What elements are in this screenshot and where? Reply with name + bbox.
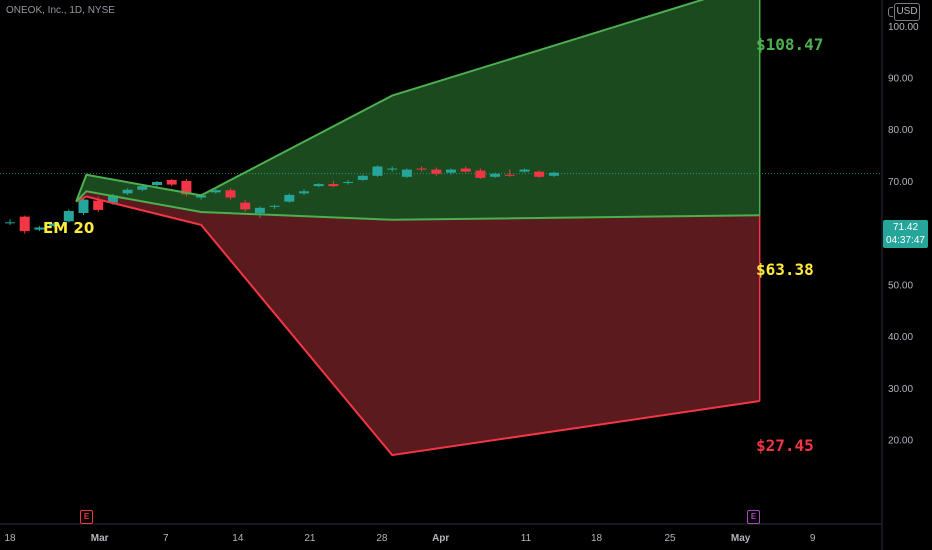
time-tick-label: 9 bbox=[810, 533, 816, 544]
price-tick-label: 40.00 bbox=[888, 332, 913, 343]
candle-body bbox=[299, 191, 309, 194]
bar-countdown: 04:37:47 bbox=[886, 235, 925, 246]
currency-icon bbox=[888, 3, 893, 19]
mid-target-label: $63.38 bbox=[756, 260, 814, 279]
candle-body bbox=[137, 186, 148, 190]
upper-target-label: $108.47 bbox=[756, 35, 824, 54]
candle-body bbox=[93, 200, 104, 210]
candle-body bbox=[152, 181, 162, 186]
upper-range-fill bbox=[76, 0, 760, 220]
price-tick-label: 20.00 bbox=[888, 436, 913, 447]
candle-body bbox=[401, 169, 412, 177]
candle-body bbox=[34, 227, 45, 230]
candle-body bbox=[269, 205, 280, 207]
earnings-upcoming-icon[interactable]: E bbox=[747, 510, 760, 524]
symbol-title: ONEOK, Inc., 1D, NYSE bbox=[6, 5, 115, 16]
candle-body bbox=[210, 190, 221, 193]
time-tick-label: 18 bbox=[4, 533, 16, 544]
price-tick-label: 30.00 bbox=[888, 384, 913, 395]
candle-body bbox=[504, 174, 515, 176]
lower-range-fill bbox=[76, 191, 760, 456]
candle-body bbox=[49, 223, 60, 226]
candle-body bbox=[19, 216, 30, 232]
time-tick-label: Mar bbox=[91, 533, 109, 544]
candle-body bbox=[387, 168, 398, 170]
price-tick-label: 70.00 bbox=[888, 177, 913, 188]
em-label: EM 20 bbox=[43, 219, 95, 237]
candle-body bbox=[313, 184, 324, 187]
candle-body bbox=[63, 210, 74, 222]
candle-body bbox=[357, 175, 368, 180]
price-tick-label: 100.00 bbox=[888, 22, 919, 33]
candle-body bbox=[490, 173, 501, 177]
lower-band-line bbox=[75, 195, 760, 457]
earnings-past-icon[interactable]: E bbox=[80, 510, 93, 524]
candle-body bbox=[196, 195, 207, 198]
price-tick-label: 50.00 bbox=[888, 280, 913, 291]
currency-button[interactable]: USD bbox=[894, 3, 920, 21]
candle-body bbox=[240, 202, 251, 210]
candle-body bbox=[166, 179, 177, 185]
candle-body bbox=[225, 190, 236, 198]
upper-band-line bbox=[75, 0, 705, 202]
candle-body bbox=[343, 181, 354, 184]
time-tick-label: 28 bbox=[376, 533, 388, 544]
last-price-tag: 71.42 04:37:47 bbox=[883, 220, 928, 248]
candle-body bbox=[107, 195, 118, 203]
time-tick-label: May bbox=[731, 533, 751, 544]
time-tick-label: Apr bbox=[432, 533, 449, 544]
candle-body bbox=[5, 222, 15, 224]
candle-body bbox=[254, 207, 265, 214]
time-tick-label: 18 bbox=[591, 533, 603, 544]
candle-body bbox=[431, 169, 442, 174]
price-tick-label: 80.00 bbox=[888, 125, 913, 136]
candle-body bbox=[78, 199, 89, 214]
candle-body bbox=[416, 168, 427, 170]
candle-body bbox=[519, 169, 530, 172]
last-price-value: 71.42 bbox=[892, 222, 919, 233]
price-tick-label: 90.00 bbox=[888, 74, 913, 85]
candle-body bbox=[372, 166, 383, 176]
candle-body bbox=[475, 170, 486, 178]
candle-body bbox=[181, 180, 192, 195]
mid-band-line bbox=[75, 190, 760, 221]
candle-body bbox=[446, 169, 456, 173]
lower-target-label: $27.45 bbox=[756, 436, 814, 455]
time-tick-label: 7 bbox=[163, 533, 169, 544]
time-tick-label: 21 bbox=[304, 533, 316, 544]
time-tick-label: 14 bbox=[232, 533, 244, 544]
time-tick-label: 25 bbox=[664, 533, 676, 544]
candle-body bbox=[460, 168, 471, 172]
candle-body bbox=[548, 172, 559, 176]
candle-body bbox=[534, 171, 545, 177]
candle-body bbox=[328, 184, 339, 187]
candle-body bbox=[122, 189, 133, 194]
time-tick-label: 11 bbox=[521, 533, 532, 544]
candle-body bbox=[284, 194, 295, 202]
